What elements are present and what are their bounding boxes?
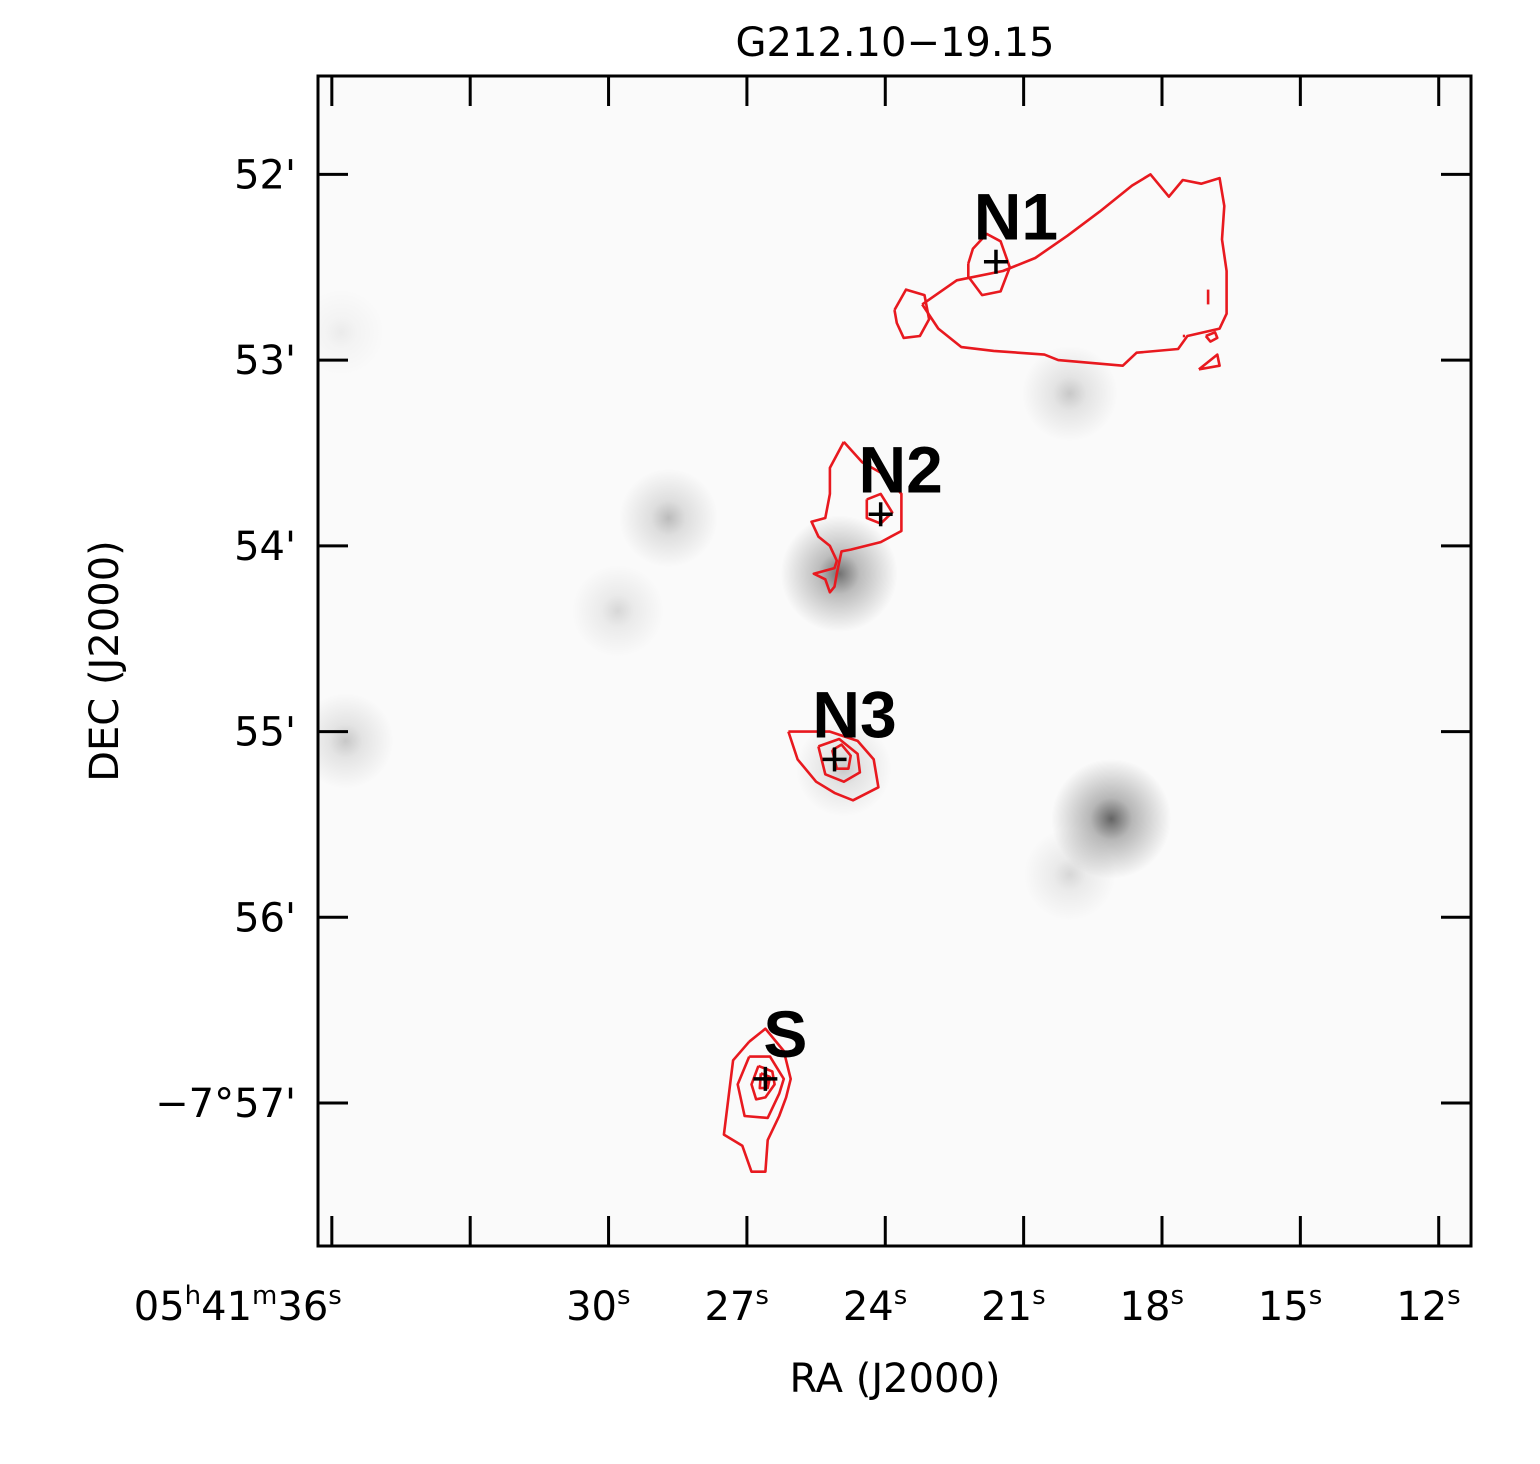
emission-blob-5 xyxy=(571,564,664,658)
marker-n2 xyxy=(868,502,893,527)
ra-tick-labels: 05h41m36s 30s 27s 24s 21s 18s 15s 12s xyxy=(134,1281,1461,1330)
contour-S-3 xyxy=(750,1064,776,1101)
dec-tick-label: 54' xyxy=(234,524,296,570)
contour-layer xyxy=(722,173,1228,1173)
ra-tick-label: 15s xyxy=(1258,1281,1322,1330)
source-markers xyxy=(753,249,1008,1091)
label-n1: N1 xyxy=(974,180,1058,254)
contour-N3-outer xyxy=(787,730,880,802)
emission-blob-7 xyxy=(1023,828,1116,921)
emission-blob-8 xyxy=(318,288,385,377)
ra-tick-label: 24s xyxy=(843,1281,907,1330)
dec-tick-label: 56' xyxy=(234,895,296,941)
plot-frame xyxy=(316,74,1473,1248)
emission-blob-4 xyxy=(1021,345,1118,442)
dec-tick-labels: 52' 53' 54' 55' 56' −7°57' xyxy=(155,152,296,1127)
source-labels: N1 N2 N3 S xyxy=(763,180,1058,1071)
label-n3: N3 xyxy=(812,677,896,751)
contour-N2-outer xyxy=(810,441,903,594)
emission-blob-3 xyxy=(318,692,394,789)
emission-blob-2 xyxy=(619,468,719,568)
plot-background xyxy=(318,76,1471,1246)
contour-N1-inner xyxy=(967,232,1012,297)
marker-s xyxy=(753,1066,778,1091)
ra-tick-label: 12s xyxy=(1396,1281,1460,1330)
contour-N2-inner xyxy=(865,492,894,525)
y-axis-label: DEC (J2000) xyxy=(82,540,128,782)
contour-N3-mid xyxy=(817,737,862,783)
ra-tick-label: 30s xyxy=(566,1281,630,1330)
contour-S-2 xyxy=(736,1055,786,1120)
contour-N1-outer xyxy=(921,173,1228,367)
marker-n3 xyxy=(822,747,847,772)
x-axis-label: RA (J2000) xyxy=(789,1356,1000,1402)
marker-n1 xyxy=(983,249,1008,274)
chart-title: G212.10−19.15 xyxy=(736,20,1055,66)
contour-N1-east-ring1 xyxy=(1204,331,1219,343)
contour-N1-east-ring2 xyxy=(1198,353,1221,371)
ra-tick-label: 18s xyxy=(1120,1281,1184,1330)
ra-tick-label: 27s xyxy=(704,1281,768,1330)
axis-ticks xyxy=(318,76,1471,1246)
dec-tick-label: −7°57' xyxy=(155,1081,296,1127)
label-s: S xyxy=(763,997,807,1071)
emission-blob-0 xyxy=(780,515,898,633)
dec-tick-label: 52' xyxy=(234,152,296,198)
ra-tick-label: 21s xyxy=(981,1281,1045,1330)
dec-tick-label: 55' xyxy=(234,710,296,756)
label-n2: N2 xyxy=(858,432,942,506)
contour-N1-secondary xyxy=(893,288,931,340)
ra-tick-label: 05h41m36s xyxy=(134,1281,342,1330)
dec-tick-label: 53' xyxy=(234,338,296,384)
contour-S-outer xyxy=(722,1027,792,1173)
